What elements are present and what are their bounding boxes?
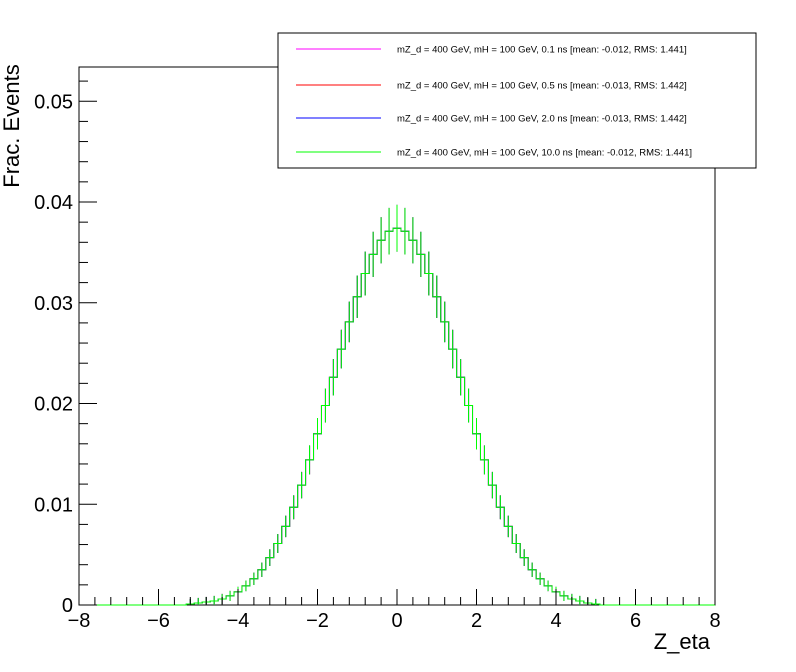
legend: mZ_d = 400 GeV, mH = 100 GeV, 0.1 ns [me… bbox=[277, 32, 757, 169]
x-tick-label: 2 bbox=[471, 610, 482, 632]
x-tick-label: −6 bbox=[147, 610, 170, 632]
y-axis-title: Frac. Events bbox=[0, 64, 24, 187]
series-0-histogram bbox=[79, 227, 715, 606]
legend-label-0: mZ_d = 400 GeV, mH = 100 GeV, 0.1 ns [me… bbox=[397, 45, 687, 56]
x-tick-label: 4 bbox=[550, 610, 561, 632]
series-3-histogram bbox=[79, 227, 715, 606]
y-tick-label: 0 bbox=[62, 595, 73, 617]
y-tick-label: 0.04 bbox=[34, 192, 73, 214]
y-tick-label: 0.03 bbox=[34, 293, 73, 315]
series-layer bbox=[79, 204, 715, 606]
x-tick-label: 8 bbox=[709, 610, 720, 632]
y-tick-label: 0.05 bbox=[34, 91, 73, 113]
series-1-histogram bbox=[79, 227, 715, 606]
legend-label-2: mZ_d = 400 GeV, mH = 100 GeV, 2.0 ns [me… bbox=[397, 114, 687, 125]
legend-label-3: mZ_d = 400 GeV, mH = 100 GeV, 10.0 ns [m… bbox=[397, 148, 692, 159]
x-axis-title: Z_eta bbox=[654, 629, 711, 654]
y-tick-label: 0.01 bbox=[34, 494, 73, 516]
x-tick-label: −4 bbox=[227, 610, 250, 632]
legend-label-1: mZ_d = 400 GeV, mH = 100 GeV, 0.5 ns [me… bbox=[397, 81, 687, 92]
x-tick-label: −2 bbox=[306, 610, 329, 632]
axis-layer: −8 −6 −4 −2 0 2 4 6 8 0 0.01 0.02 0.03 0.04 0.05 bbox=[34, 80, 721, 632]
legend-box bbox=[277, 32, 757, 169]
x-tick-label: 6 bbox=[630, 610, 641, 632]
series-2-histogram bbox=[79, 227, 715, 606]
x-tick-label: 0 bbox=[391, 610, 402, 632]
x-tick-label: −8 bbox=[68, 610, 91, 632]
y-tick-label: 0.02 bbox=[34, 394, 73, 416]
